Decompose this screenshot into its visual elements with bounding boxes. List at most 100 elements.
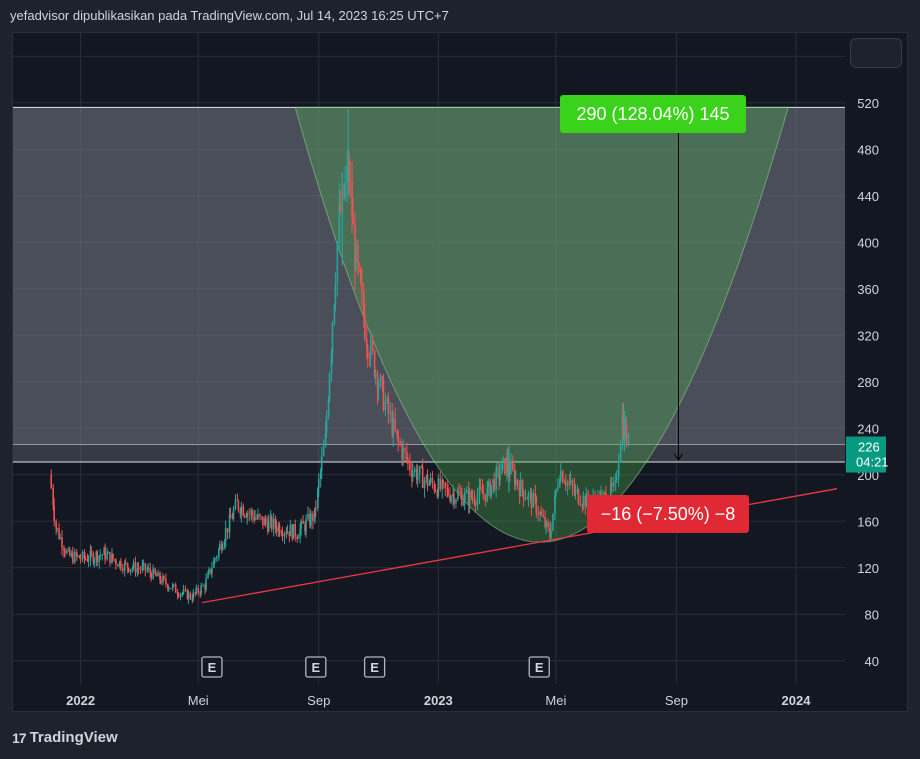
candle-body [513, 469, 516, 485]
candle-body [579, 503, 582, 506]
price-axis[interactable]: 4080120160240280320360400440480520560200… [846, 49, 889, 669]
candle-body [549, 527, 551, 538]
earnings-marker-box [201, 656, 223, 678]
candle-body [132, 562, 135, 568]
candle-body [554, 496, 556, 514]
candle-body [421, 466, 424, 488]
candle-body [294, 523, 297, 537]
earnings-marker[interactable]: E [363, 656, 386, 678]
candle-body [460, 492, 462, 494]
candle-body [159, 572, 161, 581]
earnings-marker-box [305, 656, 327, 678]
candle-body [450, 496, 452, 501]
candle-body [352, 217, 354, 225]
candle-body [394, 418, 396, 431]
candle-body [146, 569, 149, 571]
candle-body [506, 457, 508, 474]
candle-body [577, 489, 580, 504]
candle-body [453, 493, 455, 504]
earnings-marker[interactable]: E [305, 656, 327, 678]
y-tick-label: 320 [857, 328, 879, 343]
candle-body [137, 568, 140, 570]
candle-body [530, 492, 533, 508]
candle-body [243, 515, 246, 517]
cup-pattern[interactable] [294, 106, 789, 543]
candle-body [309, 513, 311, 526]
candle-body [127, 567, 130, 572]
candle-body [373, 350, 376, 376]
candle-body [433, 483, 436, 491]
tradingview-logo[interactable]: 17 TradingView [12, 729, 118, 746]
y-tick-label: 400 [857, 235, 879, 250]
candle-body [550, 530, 552, 538]
candle-body [286, 531, 289, 534]
candle-body [411, 470, 413, 478]
candle-body [521, 480, 524, 491]
candle-body [314, 507, 316, 522]
candle-body [462, 501, 465, 506]
candle-body [351, 181, 353, 218]
candle-body [213, 560, 215, 568]
candle-body [368, 357, 371, 360]
candle-body [420, 466, 423, 468]
earnings-marker[interactable]: E [528, 656, 550, 678]
earnings-marker[interactable]: E [201, 656, 223, 678]
candle-body [53, 505, 55, 522]
x-tick-label: 2022 [66, 693, 95, 708]
candle-body [228, 514, 231, 533]
position-labels: 290 (128.04%) 145 −16 (−7.50%) −8 [560, 95, 749, 533]
candle-body [150, 572, 152, 579]
candle-body [498, 468, 500, 480]
candle-body [240, 506, 243, 515]
y-tick-label: 360 [857, 282, 879, 297]
candle-body [566, 481, 569, 486]
x-tick-label: Sep [665, 693, 688, 708]
candle-body [563, 482, 566, 484]
candle-body [204, 585, 206, 590]
candle-body [168, 588, 170, 590]
candle-body [535, 497, 538, 514]
candle-body [154, 568, 156, 574]
candle-body [134, 562, 137, 573]
candle-body [610, 483, 613, 487]
candle-body [319, 470, 322, 479]
candle-body [413, 468, 416, 473]
candle-body [560, 471, 562, 480]
candle-body [509, 469, 511, 475]
candle-body [84, 558, 87, 560]
candle-body [275, 527, 278, 532]
candle-body [194, 592, 197, 594]
candle-body [439, 478, 442, 490]
candle-body [237, 500, 240, 510]
x-tick-label: 2024 [782, 693, 812, 708]
candle-body [571, 480, 574, 487]
candle-body [92, 553, 95, 563]
candle-body [526, 498, 529, 500]
loss-label-text: −16 (−7.50%) −8 [601, 504, 736, 524]
candle-body [331, 322, 334, 353]
candle-body [223, 541, 226, 547]
time-axis[interactable]: 2022 Mei Sep 2023 Mei Sep 2024 [66, 693, 811, 708]
chart-menu-button[interactable] [850, 38, 902, 68]
candle-body [304, 523, 306, 532]
y-tick-label: 120 [857, 561, 879, 576]
candle-body [493, 479, 495, 491]
candle-body [511, 462, 514, 470]
candle-body [187, 593, 190, 600]
candle-body [68, 549, 70, 551]
candle-body [442, 479, 445, 483]
candle-body [544, 516, 546, 527]
candle-body [461, 493, 463, 506]
candle-body [396, 430, 398, 434]
profit-label-bg [560, 95, 746, 133]
loss-label-bg [587, 495, 749, 533]
candle-body [463, 492, 466, 502]
candle-body [457, 492, 459, 500]
candle-body [269, 516, 272, 521]
candle-body [418, 466, 421, 475]
candle-body [360, 268, 362, 284]
candle-body [339, 204, 342, 212]
x-tick-label: Mei [188, 693, 209, 708]
